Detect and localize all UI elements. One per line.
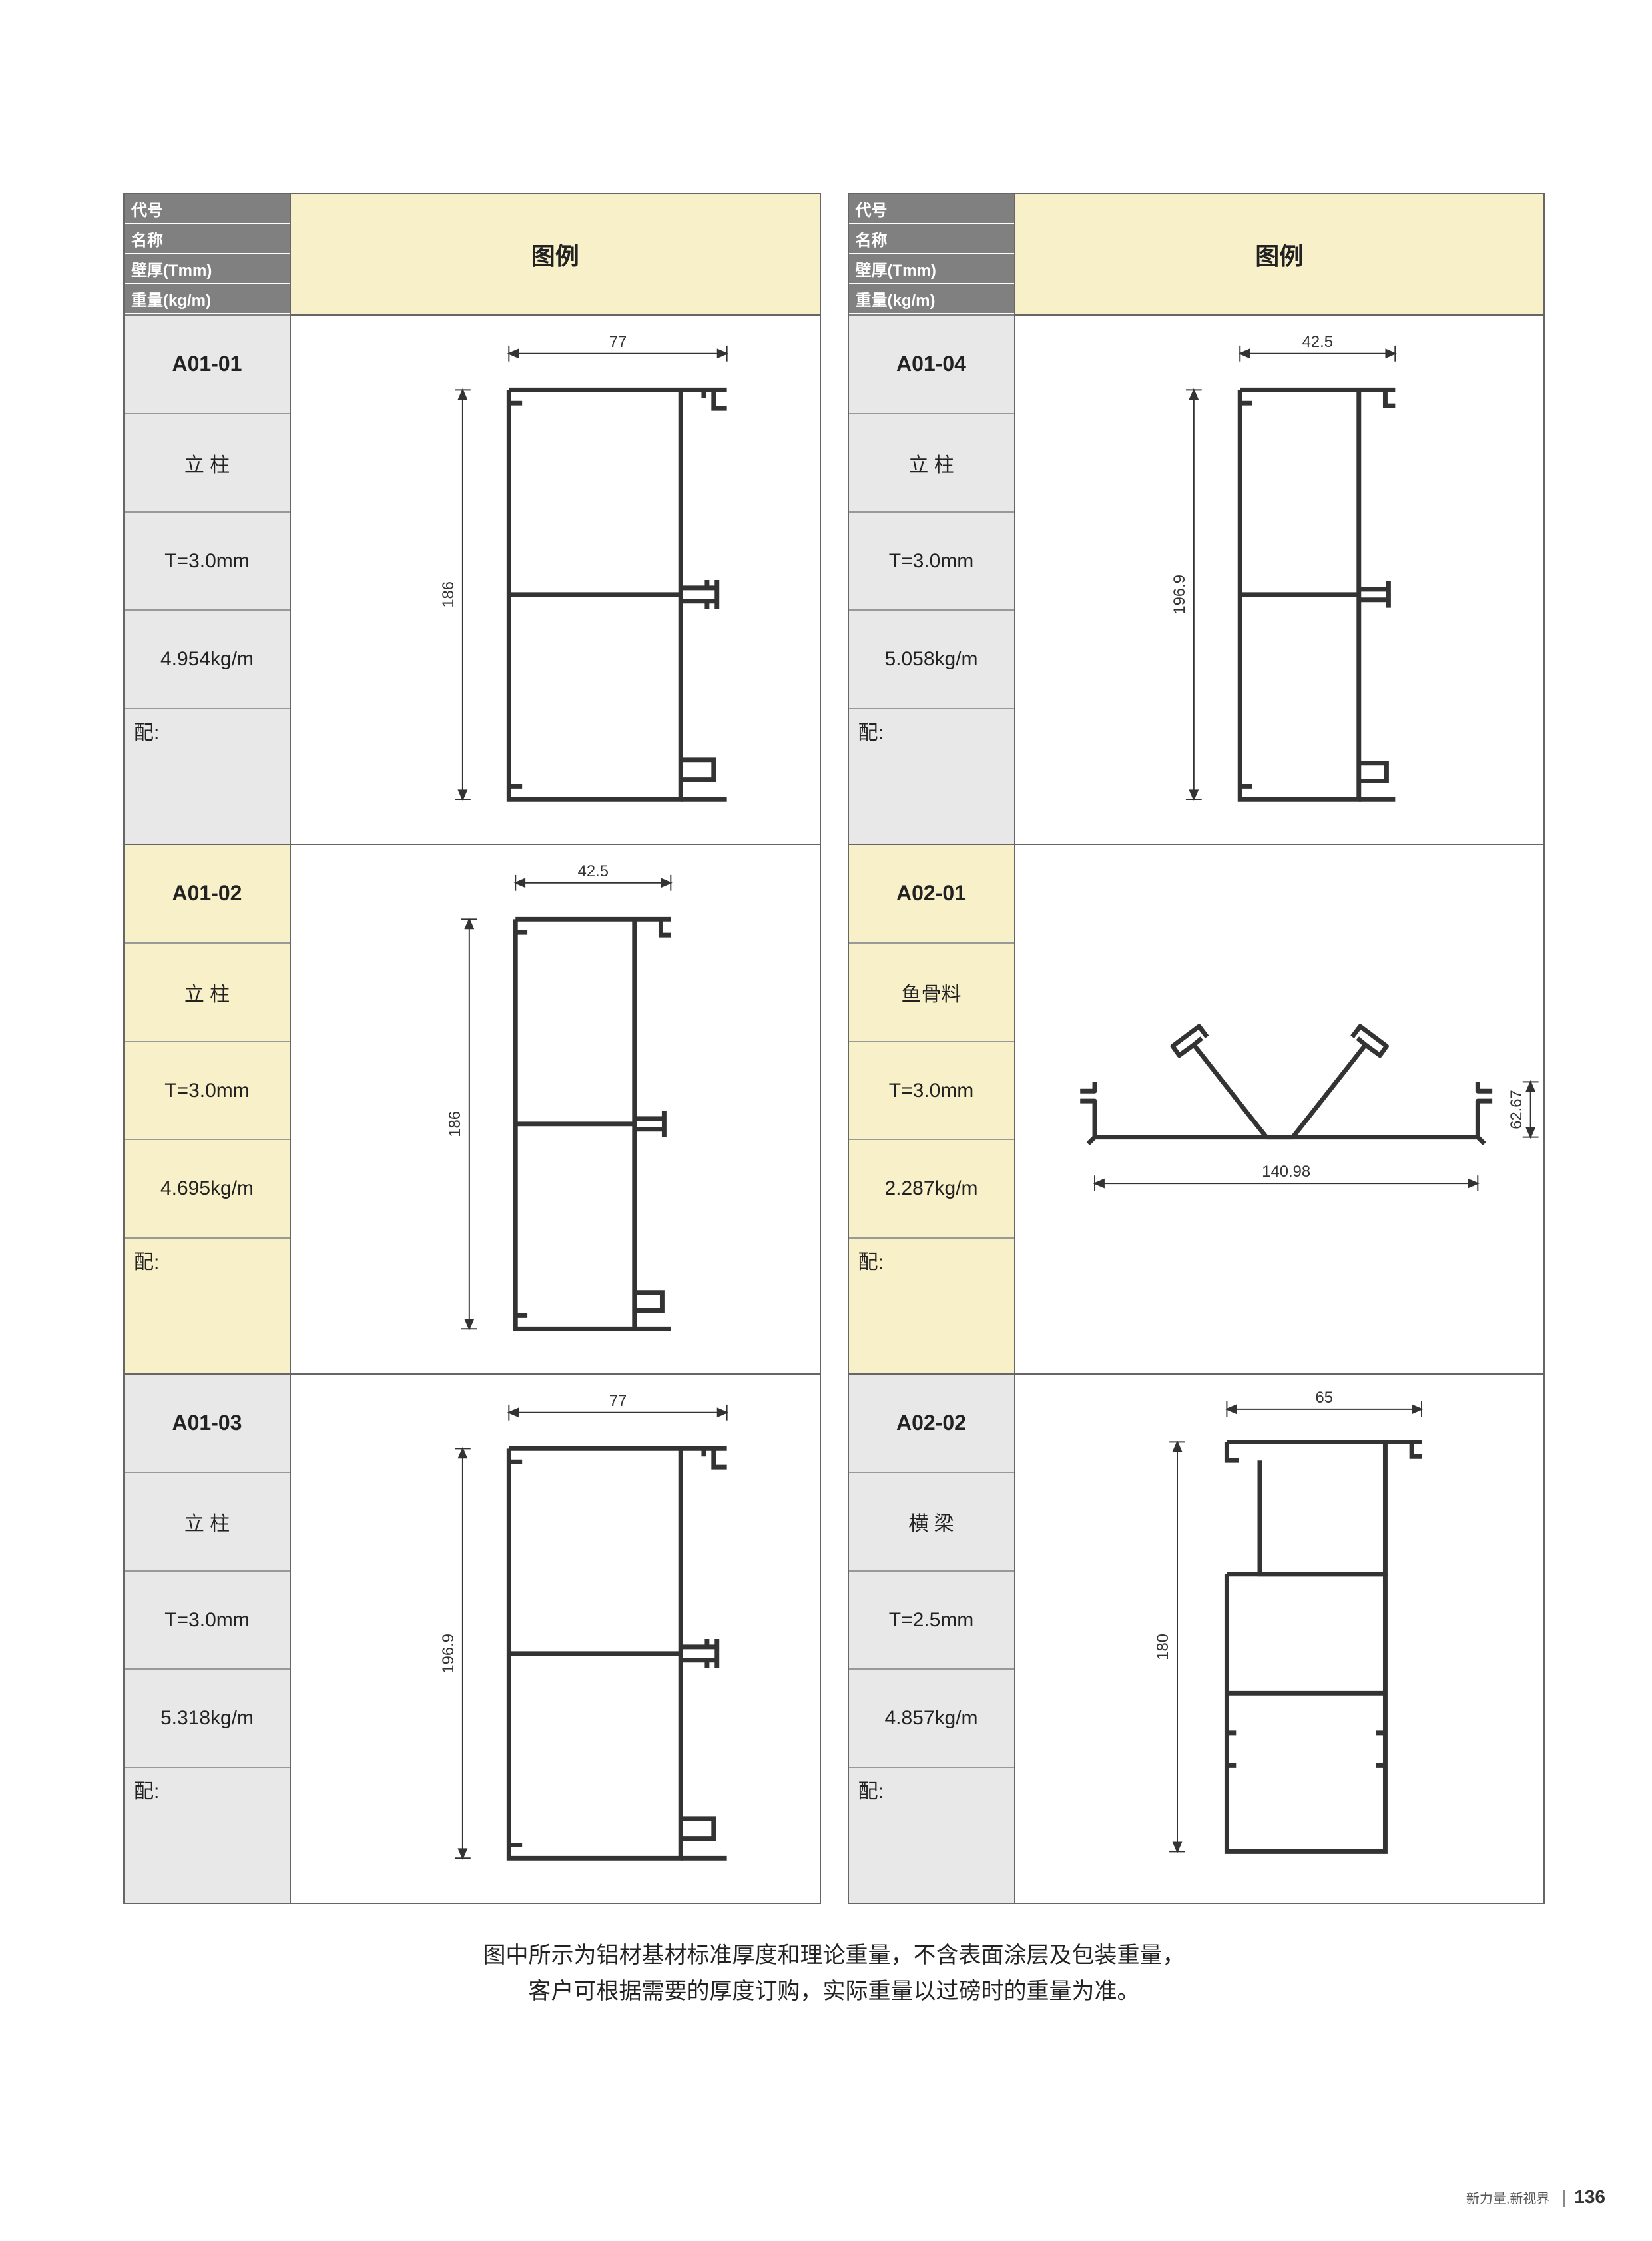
profile-name: 立 柱 [125,414,290,513]
header-labels: 代号 名称 壁厚(Tmm) 重量(kg/m) 配套 [125,194,290,314]
profile-thickness: T=3.0mm [125,513,290,611]
profile-data: A01-02 立 柱 T=3.0mm 4.695kg/m 配: [125,845,290,1373]
hdr-thick: 壁厚(Tmm) [849,254,1014,284]
hdr-code: 代号 [125,194,290,224]
profile-row: A02-01 鱼骨料 T=3.0mm 2.287kg/m 配: 140.98 6… [849,844,1544,1373]
svg-text:180: 180 [1154,1634,1172,1660]
profile-thickness: T=3.0mm [125,1042,290,1141]
profile-code: A02-01 [849,845,1014,944]
footer-line2: 客户可根据需要的厚度订购，实际重量以过磅时的重量为准。 [123,1973,1545,2009]
profile-name: 鱼骨料 [849,944,1014,1042]
profile-pair: 配: [849,1239,1014,1373]
profile-weight: 4.954kg/m [125,611,290,709]
profile-pair: 配: [849,1768,1014,1903]
profile-data: A02-02 横 梁 T=2.5mm 4.857kg/m 配: [849,1375,1014,1903]
profile-name: 立 柱 [849,414,1014,513]
profile-row: A02-02 横 梁 T=2.5mm 4.857kg/m 配: 65 180 [849,1373,1544,1903]
profile-pair: 配: [125,709,290,844]
svg-text:140.98: 140.98 [1262,1163,1310,1181]
header-row: 代号 名称 壁厚(Tmm) 重量(kg/m) 配套 图例 [849,194,1544,314]
profile-diagram: 42.5 196.9 [1014,316,1544,844]
profile-weight: 4.857kg/m [849,1670,1014,1768]
profile-diagram: 140.98 62.67 [1014,845,1544,1373]
hdr-name: 名称 [125,224,290,254]
profile-weight: 5.318kg/m [125,1670,290,1768]
profile-data: A01-03 立 柱 T=3.0mm 5.318kg/m 配: [125,1375,290,1903]
profile-diagram: 77 196.9 [290,1375,820,1903]
svg-text:65: 65 [1315,1389,1332,1407]
hdr-weight: 重量(kg/m) [125,284,290,314]
profile-code: A01-02 [125,845,290,944]
profile-diagram: 77 186 [290,316,820,844]
hdr-thick: 壁厚(Tmm) [125,254,290,284]
profile-row: A01-02 立 柱 T=3.0mm 4.695kg/m 配: 42.5 186 [125,844,820,1373]
right-column: 代号 名称 壁厚(Tmm) 重量(kg/m) 配套 图例 A01-04 立 柱 … [848,193,1545,1904]
profile-thickness: T=3.0mm [849,513,1014,611]
page-tag: 新力量,新视界 [1466,2192,1550,2206]
svg-text:77: 77 [609,333,627,351]
svg-text:186: 186 [446,1111,464,1137]
profile-row: A01-03 立 柱 T=3.0mm 5.318kg/m 配: 77 196.9 [125,1373,820,1903]
page-number: 新力量,新视界 | 136 [1466,2186,1605,2208]
page-num-value: 136 [1574,2186,1605,2207]
profile-diagram: 42.5 186 [290,845,820,1373]
columns-wrap: 代号 名称 壁厚(Tmm) 重量(kg/m) 配套 图例 A01-01 立 柱 … [123,193,1545,1904]
hdr-code: 代号 [849,194,1014,224]
profile-name: 立 柱 [125,1473,290,1572]
svg-text:42.5: 42.5 [578,862,609,880]
profile-code: A01-01 [125,316,290,414]
footer-line1: 图中所示为铝材基材标准厚度和理论重量，不含表面涂层及包装重量， [123,1937,1545,1973]
profile-pair: 配: [125,1768,290,1903]
profile-name: 立 柱 [125,944,290,1042]
svg-text:196.9: 196.9 [439,1634,457,1674]
profile-thickness: T=3.0mm [849,1042,1014,1141]
hdr-name: 名称 [849,224,1014,254]
profile-name: 横 梁 [849,1473,1014,1572]
left-column: 代号 名称 壁厚(Tmm) 重量(kg/m) 配套 图例 A01-01 立 柱 … [123,193,821,1904]
profile-row: A01-01 立 柱 T=3.0mm 4.954kg/m 配: 77 186 [125,314,820,844]
catalog-page: 代号 名称 壁厚(Tmm) 重量(kg/m) 配套 图例 A01-01 立 柱 … [123,193,1545,2010]
svg-text:196.9: 196.9 [1170,575,1188,615]
page-sep: | [1561,2186,1566,2207]
profile-pair: 配: [849,709,1014,844]
profile-pair: 配: [125,1239,290,1373]
profile-code: A01-03 [125,1375,290,1473]
svg-text:62.67: 62.67 [1507,1090,1525,1129]
header-labels: 代号 名称 壁厚(Tmm) 重量(kg/m) 配套 [849,194,1014,314]
profile-weight: 2.287kg/m [849,1140,1014,1239]
svg-text:186: 186 [439,581,457,608]
profile-diagram: 65 180 [1014,1375,1544,1903]
hdr-weight: 重量(kg/m) [849,284,1014,314]
svg-text:42.5: 42.5 [1302,333,1332,351]
header-diagram-title: 图例 [290,194,820,314]
header-diagram-title: 图例 [1014,194,1544,314]
footer-note: 图中所示为铝材基材标准厚度和理论重量，不含表面涂层及包装重量， 客户可根据需要的… [123,1937,1545,2010]
profile-code: A02-02 [849,1375,1014,1473]
profile-data: A01-04 立 柱 T=3.0mm 5.058kg/m 配: [849,316,1014,844]
profile-data: A02-01 鱼骨料 T=3.0mm 2.287kg/m 配: [849,845,1014,1373]
profile-thickness: T=2.5mm [849,1572,1014,1670]
profile-data: A01-01 立 柱 T=3.0mm 4.954kg/m 配: [125,316,290,844]
profile-code: A01-04 [849,316,1014,414]
svg-text:77: 77 [609,1392,627,1410]
header-row: 代号 名称 壁厚(Tmm) 重量(kg/m) 配套 图例 [125,194,820,314]
profile-thickness: T=3.0mm [125,1572,290,1670]
profile-row: A01-04 立 柱 T=3.0mm 5.058kg/m 配: 42.5 196… [849,314,1544,844]
profile-weight: 5.058kg/m [849,611,1014,709]
profile-weight: 4.695kg/m [125,1140,290,1239]
